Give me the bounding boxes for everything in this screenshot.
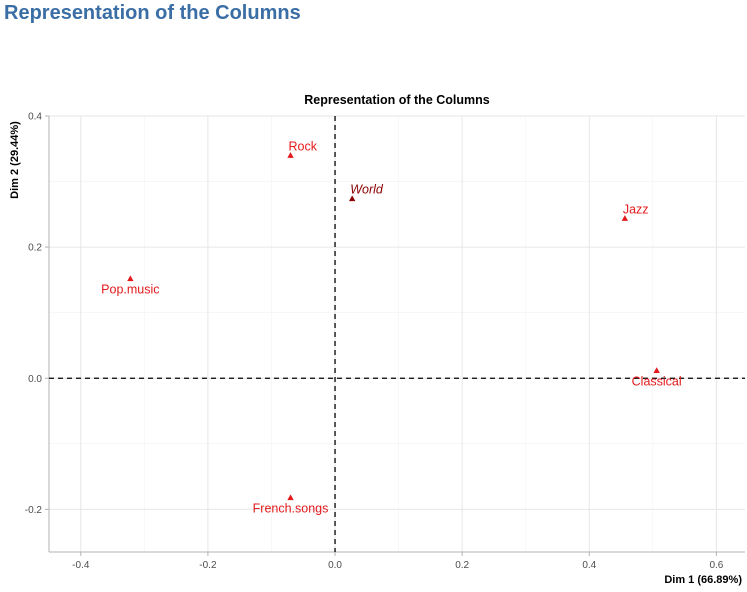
y-tick-label: 0.4	[28, 112, 42, 123]
point-label: Classical	[632, 374, 682, 388]
point-label: Pop.music	[101, 283, 159, 297]
x-tick-label: 0.2	[455, 560, 469, 571]
point-marker-classical	[653, 367, 660, 373]
point-marker-jazz	[621, 215, 629, 221]
x-tick-label: 0.6	[709, 560, 723, 571]
point-marker-rock	[287, 152, 294, 158]
x-tick-label: 0.4	[582, 560, 596, 571]
point-marker-pop-music	[127, 275, 134, 282]
y-tick-label: -0.2	[25, 505, 43, 516]
x-axis-label: Dim 1 (66.89%)	[664, 574, 742, 586]
plot-area: -0.4 -0.2 0.0 0.2 0.4 0.6 -0.2 0.0 0.2 0.4 Rock Wor…	[25, 112, 745, 571]
chart-title: Representation of the Columns	[304, 93, 489, 107]
x-tick-label: 0.0	[328, 560, 342, 571]
point-marker-french-songs	[287, 494, 294, 501]
x-tick-label: -0.2	[199, 560, 217, 571]
y-axis-label: Dim 2 (29.44%)	[9, 121, 21, 199]
plot-background	[49, 116, 745, 552]
point-label: Rock	[289, 139, 318, 153]
y-tick-label: 0.2	[28, 243, 42, 254]
x-tick-label: -0.4	[72, 560, 90, 571]
point-marker-world	[348, 195, 356, 202]
y-tick-label: 0.0	[28, 374, 42, 385]
page-title: Representation of the Columns	[4, 2, 301, 24]
point-label: World	[350, 183, 384, 197]
point-label: French.songs	[253, 502, 329, 516]
point-label: Jazz	[623, 202, 649, 216]
